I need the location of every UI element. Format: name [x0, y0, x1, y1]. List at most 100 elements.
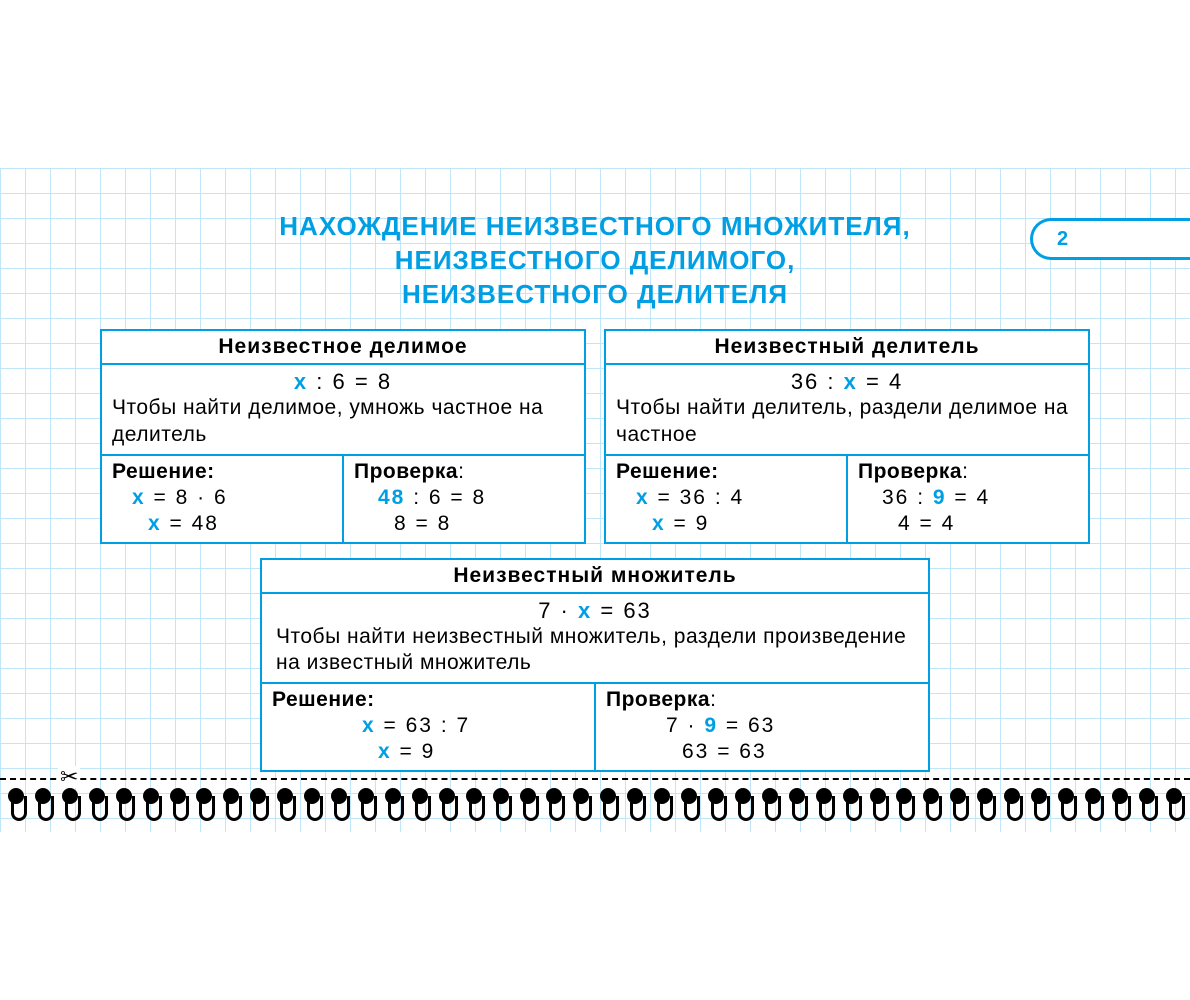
check-label: Проверка: — [858, 460, 1078, 484]
spiral-ring — [464, 788, 484, 818]
box-dividend-top: x : 6 = 8 Чтобы найти делимое, умножь ча… — [102, 365, 584, 456]
spiral-binding — [0, 788, 1190, 828]
scissors-icon: ✂ — [58, 766, 80, 788]
sol-line-1: x = 63 : 7 — [362, 714, 584, 738]
box-factor-instruction: Чтобы найти неизвестный множитель, разде… — [276, 624, 914, 677]
chk-line-2: 8 = 8 — [394, 512, 574, 536]
box-factor: Неизвестный множитель 7 · x = 63 Чтобы н… — [260, 558, 930, 773]
spiral-ring — [1110, 788, 1130, 818]
page-number-tag: 2 — [1030, 218, 1190, 260]
spiral-ring — [141, 788, 161, 818]
chk-line-1: 48 : 6 = 8 — [378, 486, 574, 510]
spiral-ring — [437, 788, 457, 818]
spiral-ring — [544, 788, 564, 818]
spiral-ring — [1137, 788, 1157, 818]
spiral-ring — [168, 788, 188, 818]
spiral-ring — [114, 788, 134, 818]
spiral-ring — [1002, 788, 1022, 818]
page-number: 2 — [1057, 228, 1068, 251]
box-dividend-check: Проверка: 48 : 6 = 8 8 = 8 — [344, 456, 584, 542]
box-divisor-bottom: Решение: x = 36 : 4 x = 9 Проверка: 36 :… — [606, 456, 1088, 542]
spiral-ring — [329, 788, 349, 818]
box-dividend: Неизвестное делимое x : 6 = 8 Чтобы найт… — [100, 329, 586, 544]
spiral-ring — [760, 788, 780, 818]
spiral-ring — [652, 788, 672, 818]
box-dividend-equation: x : 6 = 8 — [112, 369, 574, 395]
sol-line-1: x = 8 · 6 — [132, 486, 332, 510]
spiral-ring — [221, 788, 241, 818]
x-var: x — [294, 369, 308, 394]
box-factor-top: 7 · x = 63 Чтобы найти неизвестный множи… — [262, 594, 928, 685]
cut-line — [0, 778, 1190, 780]
spiral-ring — [356, 788, 376, 818]
box-factor-solution: Решение: x = 63 : 7 x = 9 — [262, 684, 596, 770]
box-divisor-equation: 36 : x = 4 — [616, 369, 1078, 395]
spiral-ring — [87, 788, 107, 818]
spiral-ring — [302, 788, 322, 818]
chk-line-2: 63 = 63 — [682, 740, 918, 764]
box-divisor-check: Проверка: 36 : 9 = 4 4 = 4 — [848, 456, 1088, 542]
box-divisor-top: 36 : x = 4 Чтобы найти делитель, раздели… — [606, 365, 1088, 456]
sol-line-2: x = 9 — [652, 512, 836, 536]
check-label: Проверка: — [606, 688, 918, 712]
spiral-ring — [1029, 788, 1049, 818]
spiral-ring — [868, 788, 888, 818]
spiral-ring — [491, 788, 511, 818]
box-factor-equation: 7 · x = 63 — [276, 598, 914, 624]
title-line-1: НАХОЖДЕНИЕ НЕИЗВЕСТНОГО МНОЖИТЕЛЯ, — [0, 210, 1190, 244]
chk-line-2: 4 = 4 — [898, 512, 1078, 536]
spiral-ring — [383, 788, 403, 818]
spiral-ring — [60, 788, 80, 818]
spiral-ring — [1083, 788, 1103, 818]
x-var: x — [844, 369, 858, 394]
spiral-ring — [894, 788, 914, 818]
box-divisor-header: Неизвестный делитель — [606, 331, 1088, 365]
spiral-ring — [625, 788, 645, 818]
title-line-3: НЕИЗВЕСТНОГО ДЕЛИТЕЛЯ — [0, 278, 1190, 312]
spiral-ring — [6, 788, 26, 818]
box-divisor-instruction: Чтобы найти делитель, раздели делимое на… — [616, 395, 1078, 448]
eq-mid: : 6 = 8 — [308, 369, 392, 394]
solution-label: Решение: — [616, 460, 836, 484]
spiral-ring — [571, 788, 591, 818]
solution-label: Решение: — [272, 688, 584, 712]
bottom-box-row: Неизвестный множитель 7 · x = 63 Чтобы н… — [0, 558, 1190, 773]
box-dividend-solution: Решение: x = 8 · 6 x = 48 — [102, 456, 344, 542]
box-dividend-header: Неизвестное делимое — [102, 331, 584, 365]
box-factor-bottom: Решение: x = 63 : 7 x = 9 Проверка: 7 · … — [262, 684, 928, 770]
page-title: НАХОЖДЕНИЕ НЕИЗВЕСТНОГО МНОЖИТЕЛЯ, НЕИЗВ… — [0, 210, 1190, 311]
title-line-2: НЕИЗВЕСТНОГО ДЕЛИМОГО, — [0, 244, 1190, 278]
chk-line-1: 7 · 9 = 63 — [666, 714, 918, 738]
spiral-ring — [948, 788, 968, 818]
worksheet-page: 2 НАХОЖДЕНИЕ НЕИЗВЕСТНОГО МНОЖИТЕЛЯ, НЕИ… — [0, 168, 1190, 832]
sol-line-2: x = 9 — [378, 740, 584, 764]
spiral-ring — [841, 788, 861, 818]
spiral-ring — [679, 788, 699, 818]
solution-label: Решение: — [112, 460, 332, 484]
spiral-ring — [518, 788, 538, 818]
spiral-ring — [1056, 788, 1076, 818]
spiral-ring — [33, 788, 53, 818]
chk-line-1: 36 : 9 = 4 — [882, 486, 1078, 510]
spiral-ring — [248, 788, 268, 818]
spiral-ring — [194, 788, 214, 818]
box-factor-check: Проверка: 7 · 9 = 63 63 = 63 — [596, 684, 928, 770]
spiral-ring — [787, 788, 807, 818]
x-var: x — [578, 598, 592, 623]
spiral-ring — [814, 788, 834, 818]
box-divisor-solution: Решение: x = 36 : 4 x = 9 — [606, 456, 848, 542]
sol-line-1: x = 36 : 4 — [636, 486, 836, 510]
spiral-ring — [598, 788, 618, 818]
top-boxes-row: Неизвестное делимое x : 6 = 8 Чтобы найт… — [0, 329, 1190, 544]
box-factor-header: Неизвестный множитель — [262, 560, 928, 594]
spiral-ring — [410, 788, 430, 818]
box-divisor: Неизвестный делитель 36 : x = 4 Чтобы на… — [604, 329, 1090, 544]
spiral-ring — [706, 788, 726, 818]
box-dividend-bottom: Решение: x = 8 · 6 x = 48 Проверка: 48 :… — [102, 456, 584, 542]
spiral-ring — [1164, 788, 1184, 818]
spiral-ring — [275, 788, 295, 818]
box-dividend-instruction: Чтобы найти делимое, умножь частное на д… — [112, 395, 574, 448]
spiral-ring — [921, 788, 941, 818]
spiral-ring — [733, 788, 753, 818]
spiral-ring — [975, 788, 995, 818]
